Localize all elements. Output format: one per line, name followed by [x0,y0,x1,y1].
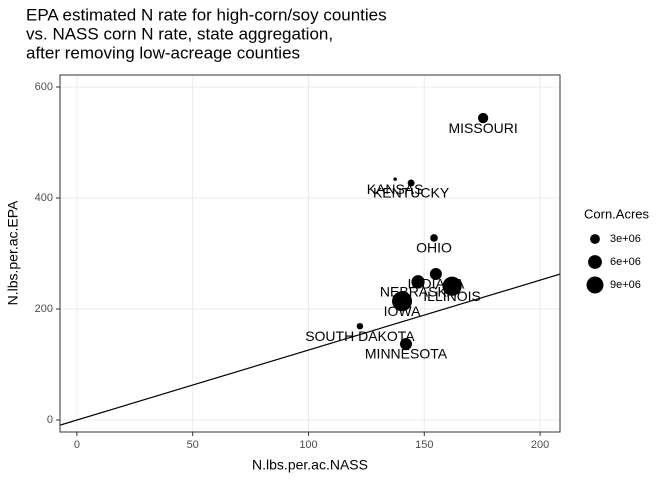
point-label: KANSAS [367,181,424,197]
x-tick-label: 50 [187,439,199,451]
legend-key [586,276,604,294]
chart-title: EPA estimated N rate for high-corn/soy c… [26,5,387,24]
bubble [411,275,425,289]
bubble [393,177,397,181]
y-tick-label: 400 [35,192,53,204]
bubble [430,234,438,242]
point-label: ILLINOIS [423,288,481,304]
bubble [429,268,442,281]
y-tick-label: 0 [47,414,53,426]
x-axis-label: N.lbs.per.ac.NASS [252,457,368,473]
point-label: MISSOURI [448,120,517,136]
legend-key [588,255,602,269]
chart-title: after removing low-acreage counties [26,43,300,62]
point-label: MINNESOTA [365,346,448,362]
reference-line [60,273,560,426]
x-tick-label: 0 [74,439,80,451]
bubble [442,276,462,296]
x-tick-label: 100 [299,439,317,451]
chart-title: vs. NASS corn N rate, state aggregation, [26,24,333,43]
y-tick-label: 200 [35,303,53,315]
y-tick-label: 600 [35,81,53,93]
x-tick-label: 150 [415,439,433,451]
y-axis-label: N.lbs.per.ac.EPA [5,200,21,305]
bubble [399,337,412,350]
bubble [477,112,489,124]
x-tick-label: 200 [531,439,549,451]
legend-label: 9e+06 [610,279,641,291]
panel-border [59,74,561,433]
point-label: NEBRASKA [380,284,457,300]
legend-label: 6e+06 [610,256,641,268]
legend-label: 3e+06 [610,233,641,245]
point-label: INDIANA [407,276,464,292]
legend-title: Corn.Acres [584,206,650,221]
bubble [392,291,413,312]
point-label: OHIO [416,240,452,256]
legend-key [590,234,600,244]
point-label: KENTUCKY [373,185,450,201]
point-label: SOUTH DAKOTA [305,328,415,344]
bubble [407,179,415,187]
bubble [356,322,364,330]
point-label: IOWA [384,303,421,319]
